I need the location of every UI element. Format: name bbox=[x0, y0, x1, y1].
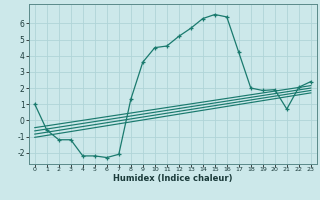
X-axis label: Humidex (Indice chaleur): Humidex (Indice chaleur) bbox=[113, 174, 233, 183]
